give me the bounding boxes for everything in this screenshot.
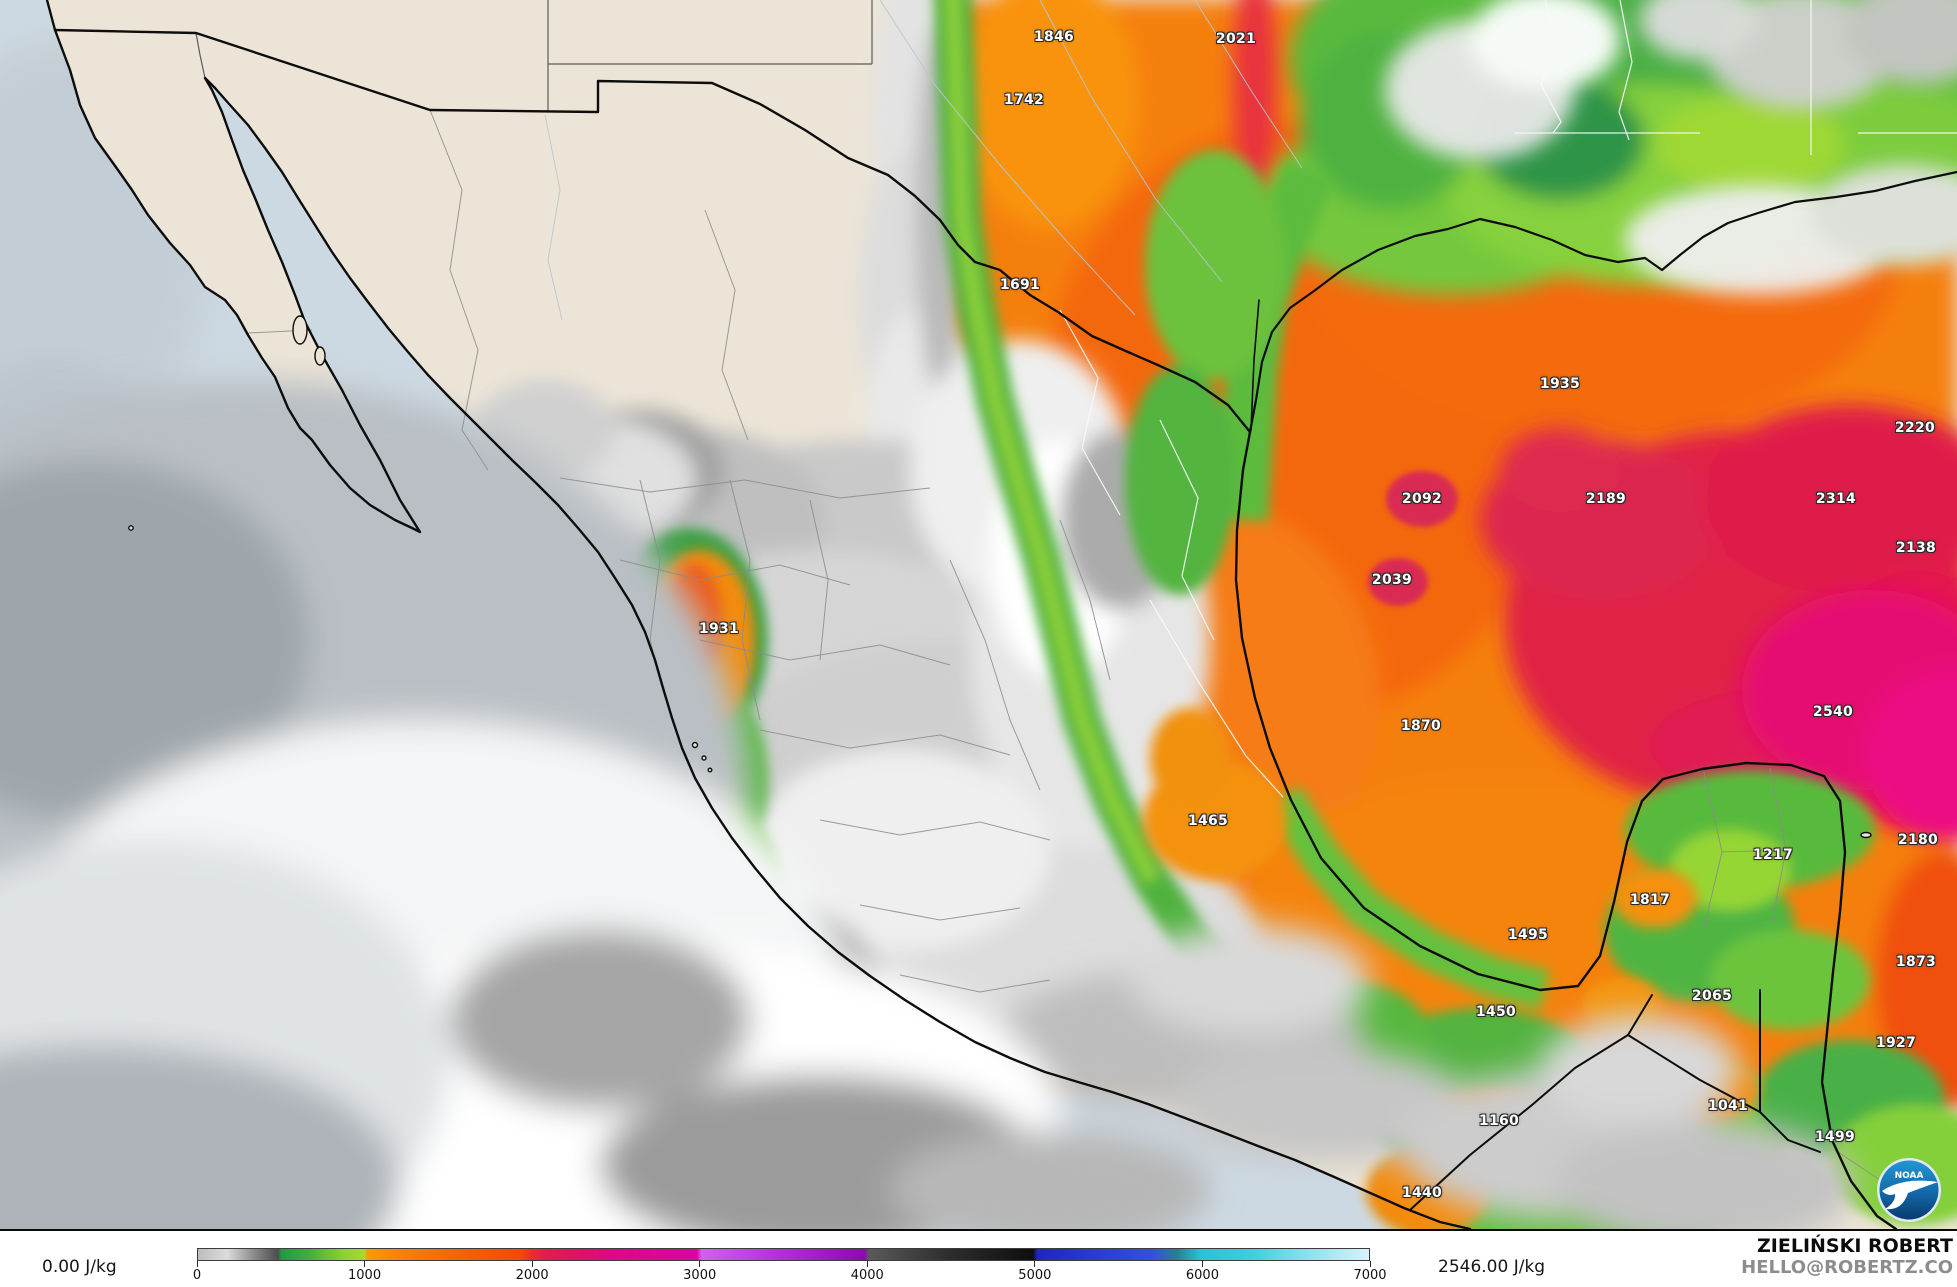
colorbar-tick-label: 2000 [515, 1268, 549, 1283]
state-borders-gray [247, 109, 1916, 1206]
rivers [544, 0, 1303, 321]
attribution: ZIELIŃSKI ROBERT HELLO@ROBERTZ.CO [1741, 1235, 1953, 1279]
noaa-logo: NOAA [1876, 1157, 1942, 1223]
colorbar-tick-label: 3000 [683, 1268, 717, 1283]
colorbar-tick [196, 1261, 198, 1267]
min-value-label: 0.00 J/kg [42, 1257, 117, 1277]
colorbar-tick [699, 1261, 701, 1267]
colorbar-tick [1201, 1261, 1203, 1267]
colorbar-tick-label: 7000 [1353, 1268, 1387, 1283]
colorbar-tick [364, 1261, 366, 1267]
attribution-name: ZIELIŃSKI ROBERT [1757, 1235, 1953, 1257]
map-canvas: 1846 2021 1742 1691 1935 2220 2092 2189 2314 2138… [0, 0, 1957, 1231]
legend-bar: 0.00 J/kg 0 1000 2000 3000 4000 5000 6000 7000 … [0, 1231, 1957, 1287]
colorbar-tick-label: 1000 [348, 1268, 382, 1283]
pacific-haze [0, 380, 1855, 1229]
max-value-label: 2546.00 J/kg [1438, 1257, 1546, 1277]
noaa-logo-text: NOAA [1895, 1171, 1924, 1181]
colorbar-ticks: 0 1000 2000 3000 4000 5000 6000 7000 [193, 1261, 1387, 1285]
colorbar-tick [1369, 1261, 1371, 1267]
state-borders-white [1059, 0, 1957, 798]
colorbar-tick-label: 4000 [850, 1268, 884, 1283]
colorbar-tick [531, 1261, 533, 1267]
us-state-lines [195, 0, 873, 112]
colorbar-tick [866, 1261, 868, 1267]
attribution-contact: HELLO@ROBERTZ.CO [1741, 1256, 1953, 1278]
coastlines-borders [45, 0, 1957, 1229]
islands [128, 315, 1872, 839]
colorbar-tick [1034, 1261, 1036, 1267]
colorbar-tick-label: 0 [192, 1268, 202, 1283]
colorbar-tick-label: 5000 [1018, 1268, 1052, 1283]
colorbar-gradient [197, 1248, 1370, 1261]
colorbar-tick-label: 6000 [1185, 1268, 1219, 1283]
cape-field-svg [0, 0, 1957, 1229]
